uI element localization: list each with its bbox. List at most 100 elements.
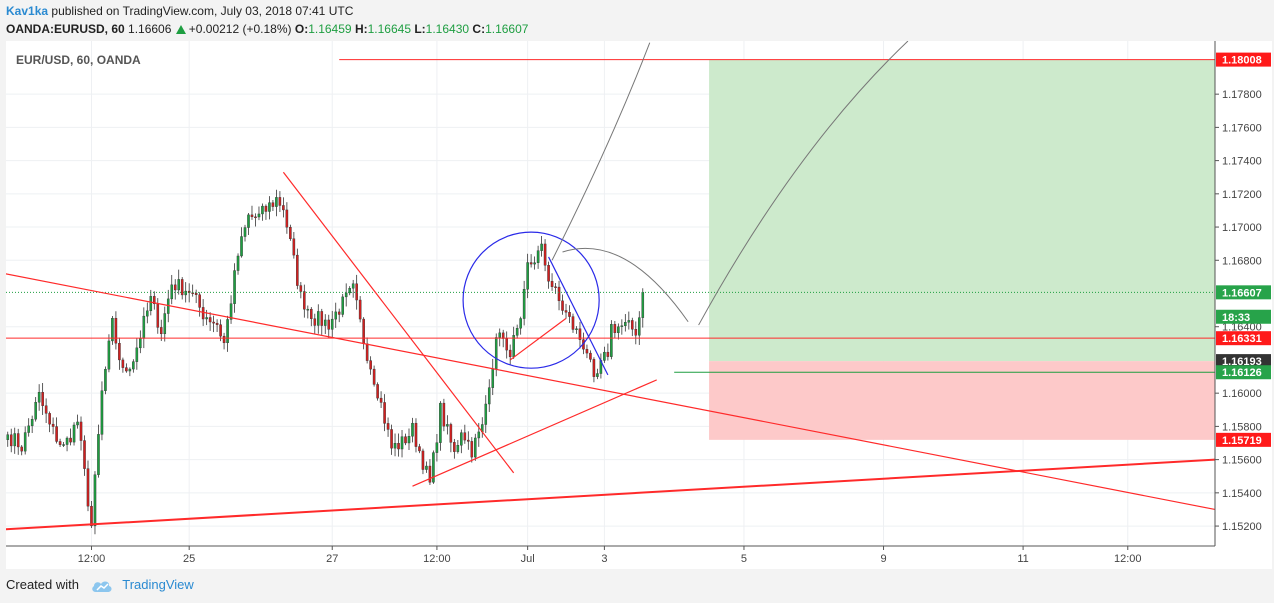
candle-body (104, 368, 107, 391)
candle-body (16, 433, 20, 448)
candle-body (191, 292, 194, 294)
candle-body (547, 265, 550, 282)
candle-body (93, 474, 97, 527)
candle-body (299, 285, 303, 292)
candle-body (550, 281, 554, 287)
candle-body (69, 437, 72, 443)
candle-body (575, 328, 578, 330)
candle-body (397, 443, 400, 450)
tradingview-brand-link[interactable]: TradingView (122, 577, 194, 592)
time-tick-label: 9 (880, 553, 886, 565)
price-change: +0.00212 (+0.18%) (188, 22, 292, 36)
candle-body (282, 205, 285, 211)
candles (6, 189, 645, 535)
price-label-badge (1216, 52, 1271, 67)
open-label: O: (294, 22, 309, 36)
candle-body (79, 421, 83, 441)
chart-panel[interactable]: 1.17800 1.17600 1.17400 1.17200 1.17000 1.168… (6, 41, 1272, 569)
footer: Created with TradingView (6, 577, 194, 593)
high-value: 1.16645 (367, 22, 411, 36)
candle-body (589, 352, 592, 360)
candle-body (313, 318, 317, 326)
candle-body (358, 299, 362, 320)
candle-body (344, 292, 348, 298)
highlight-circle[interactable] (462, 231, 600, 369)
candle-body (261, 205, 264, 215)
candle-body (428, 465, 432, 483)
candle-body (236, 255, 240, 271)
candle-body (330, 318, 334, 330)
projection-curve[interactable] (698, 41, 909, 326)
candle-body (526, 262, 529, 290)
candle-body (557, 286, 561, 302)
candle-body (275, 197, 278, 207)
trendline[interactable] (6, 458, 1216, 531)
price-label-badge (1216, 309, 1271, 324)
trendline[interactable] (6, 273, 1216, 511)
price-tick-label: 1.15600 (1222, 455, 1262, 467)
candle-body (132, 361, 135, 370)
candle-body (540, 243, 543, 251)
candle-body (268, 202, 271, 212)
candle-body (327, 319, 331, 330)
candle-body (529, 262, 533, 265)
projection-curve[interactable] (551, 42, 651, 261)
candle-body (439, 402, 442, 443)
candle-body (51, 423, 55, 427)
candle-body (303, 291, 306, 310)
candle-body (201, 307, 205, 320)
projection-curve[interactable] (562, 247, 689, 323)
candle-body (491, 368, 495, 388)
candle-body (351, 283, 355, 289)
candle-body (400, 436, 404, 450)
candle-body (118, 343, 121, 361)
price-label-text: 18:33 (1222, 312, 1250, 324)
candle-body (194, 293, 198, 295)
candle-body (163, 313, 167, 335)
candle-body (76, 421, 79, 426)
trendline[interactable] (282, 171, 515, 474)
candle-body (592, 359, 596, 377)
candle-body (536, 250, 540, 263)
candle-body (13, 433, 17, 447)
last-price: 1.16606 (128, 22, 172, 36)
candle-body (519, 318, 522, 329)
candle-body (271, 202, 275, 207)
up-arrow-icon (175, 25, 186, 34)
price-chart[interactable]: 1.17800 1.17600 1.17400 1.17200 1.17000 1.168… (6, 41, 1272, 569)
candle-body (264, 205, 268, 212)
candle-body (128, 368, 132, 372)
candle-body (83, 440, 86, 469)
candle-body (41, 392, 44, 406)
candle-body (212, 321, 215, 324)
candle-body (90, 505, 93, 527)
candle-body (568, 312, 571, 317)
candle-body (494, 337, 498, 369)
candle-body (477, 431, 481, 439)
time-tick-label: 25 (183, 553, 195, 565)
candle-body (617, 326, 620, 333)
candle-body (474, 437, 477, 458)
trendline[interactable] (509, 317, 567, 361)
candle-body (515, 327, 519, 336)
candle-body (285, 209, 289, 228)
symbol-label: OANDA:EURUSD, 60 (6, 22, 125, 36)
author-link[interactable]: Kav1ka (6, 4, 49, 18)
candle-body (365, 343, 369, 361)
candle-body (425, 465, 428, 470)
candle-body (578, 328, 582, 340)
price-tick-label: 1.16800 (1222, 255, 1262, 267)
trendline[interactable] (548, 256, 609, 376)
close-label: C: (472, 22, 486, 36)
candle-body (44, 405, 48, 414)
trendline[interactable] (412, 379, 657, 487)
time-tick-label: 5 (741, 553, 747, 565)
candle-body (9, 434, 13, 447)
candle-body (446, 424, 449, 427)
candle-body (379, 397, 383, 403)
ohlc-line: OANDA:EURUSD, 60 1.16606 +0.00212 (+0.18… (6, 22, 528, 36)
candle-body (156, 303, 160, 328)
candle-body (543, 243, 547, 266)
candle-body (442, 402, 446, 427)
candle-body (86, 468, 90, 507)
